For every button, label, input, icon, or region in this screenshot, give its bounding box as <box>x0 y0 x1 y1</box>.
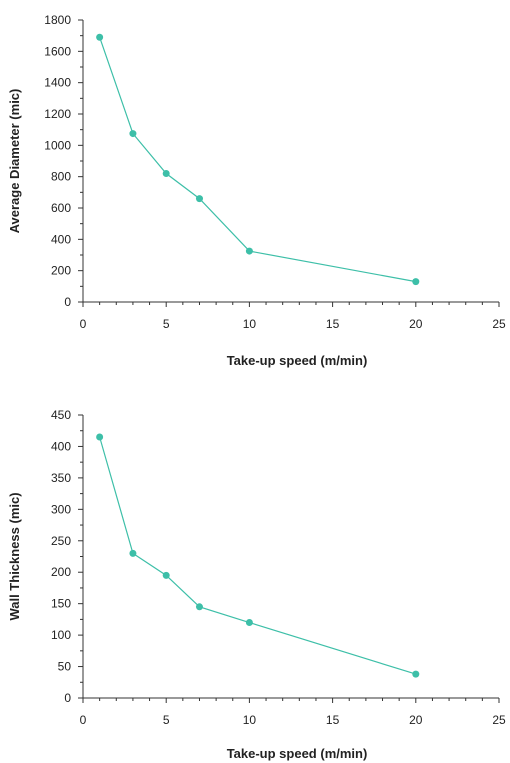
data-point <box>162 170 170 178</box>
y-tick-label: 350 <box>51 471 71 485</box>
x-tick-label: 25 <box>492 317 506 331</box>
y-tick-label: 250 <box>51 534 71 548</box>
average-diameter-chart: 0 5 10 15 20 25 0 200 400 600 800 1000 1200 1400 1600 1… <box>7 13 506 368</box>
y-tick-label: 0 <box>64 295 71 309</box>
x-tick-label: 15 <box>326 317 340 331</box>
y-tick-label: 400 <box>51 232 71 246</box>
x-tick-label: 25 <box>492 713 506 727</box>
y-tick-label: 200 <box>51 264 71 278</box>
data-point <box>412 278 420 286</box>
y-tick-label: 400 <box>51 439 71 453</box>
y-tick-label: 1400 <box>44 76 71 90</box>
x-axis-title: Take-up speed (m/min) <box>227 746 368 761</box>
series-line <box>99 37 416 283</box>
data-point <box>96 33 104 41</box>
y-tick-label: 100 <box>51 628 71 642</box>
x-tick-label: 5 <box>163 317 170 331</box>
y-tick-label: 150 <box>51 597 71 611</box>
y-axis-title: Wall Thickness (mic) <box>7 492 22 620</box>
data-point <box>195 603 203 611</box>
x-tick-label: 15 <box>326 713 340 727</box>
y-tick-label: 450 <box>51 408 71 422</box>
y-axis-title: Average Diameter (mic) <box>7 89 22 234</box>
y-tick-label: 300 <box>51 502 71 516</box>
wall-thickness-chart: 0 5 10 15 20 25050100150200250300350400450Tak… <box>7 408 506 761</box>
data-point <box>96 433 104 441</box>
y-tick-label: 0 <box>64 691 71 705</box>
y-tick-label: 1000 <box>44 138 71 152</box>
data-point <box>412 670 420 678</box>
y-tick-label: 600 <box>51 201 71 215</box>
x-tick-label: 20 <box>409 317 423 331</box>
x-tick-label: 0 <box>80 713 87 727</box>
data-point <box>245 619 253 627</box>
x-tick-label: 10 <box>243 713 257 727</box>
y-tick-label: 200 <box>51 565 71 579</box>
x-tick-label: 0 <box>80 317 87 331</box>
data-point <box>129 549 137 557</box>
data-point <box>195 195 203 203</box>
y-tick-label: 1600 <box>44 44 71 58</box>
y-tick-label: 800 <box>51 170 71 184</box>
x-tick-label: 20 <box>409 713 423 727</box>
y-tick-label: 50 <box>58 660 72 674</box>
data-point <box>129 130 137 138</box>
y-tick-label: 1800 <box>44 13 71 27</box>
x-tick-label: 10 <box>243 317 257 331</box>
x-tick-label: 5 <box>163 713 170 727</box>
y-tick-label: 1200 <box>44 107 71 121</box>
data-point <box>162 571 170 579</box>
data-point <box>245 247 253 255</box>
x-axis-title: Take-up speed (m/min) <box>227 353 368 368</box>
series-line <box>99 436 416 675</box>
